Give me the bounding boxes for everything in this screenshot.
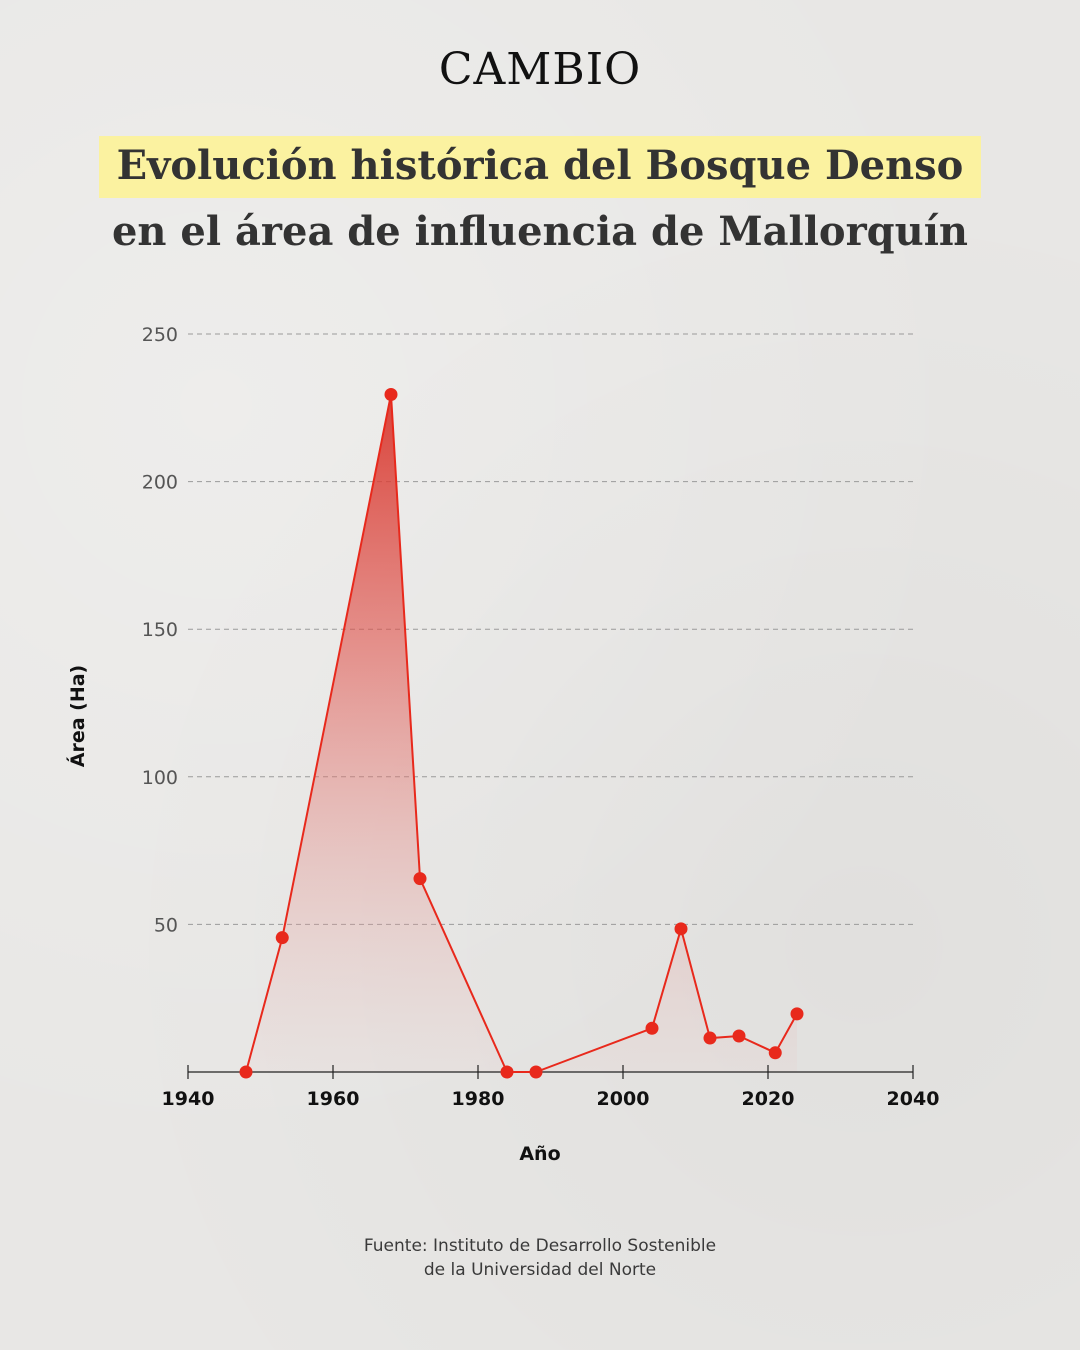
data-point	[413, 872, 427, 886]
data-point	[732, 1029, 746, 1043]
source-line-2: de la Universidad del Norte	[423, 1260, 657, 1280]
data-point	[674, 922, 688, 936]
x-tick-label: 1980	[452, 1088, 505, 1110]
y-tick-label: 100	[142, 767, 178, 789]
grid-lines: 50 100 150 200 250	[142, 324, 913, 936]
data-points	[239, 388, 804, 1079]
x-tick-label: 2000	[597, 1088, 650, 1110]
data-point	[703, 1031, 717, 1045]
series-line	[245, 393, 798, 1073]
area-fill-layer	[246, 394, 797, 1072]
data-point	[384, 388, 398, 402]
title-line-1: Evolución histórica del Bosque Denso	[98, 136, 982, 198]
title-line-2: en el área de influencia de Mallorquín	[111, 208, 969, 255]
y-tick-label: 150	[142, 619, 178, 641]
data-point	[275, 931, 289, 945]
data-point	[500, 1065, 514, 1079]
x-tick-label: 1940	[162, 1088, 215, 1110]
brand-logo: CAMBIO	[438, 44, 642, 95]
data-point	[768, 1046, 782, 1060]
x-tick-label: 2040	[887, 1088, 940, 1110]
y-tick-label: 50	[154, 914, 178, 936]
x-axis-label: Año	[519, 1143, 560, 1165]
chart-title: Evolución histórica del Bosque Denso en …	[0, 136, 1080, 258]
data-point	[239, 1065, 253, 1079]
series-line-layer	[245, 393, 798, 1073]
source-line-1: Fuente: Instituto de Desarrollo Sostenib…	[363, 1236, 717, 1256]
y-axis-label: Área (Ha)	[66, 665, 89, 768]
y-tick-label: 250	[142, 324, 178, 346]
x-tick-label: 1960	[307, 1088, 360, 1110]
x-axis: 1940 1960 1980 2000 2020 2040	[162, 1065, 940, 1110]
y-tick-label: 200	[142, 472, 178, 494]
source-note: Fuente: Instituto de Desarrollo Sostenib…	[0, 1234, 1080, 1282]
x-tick-label: 2020	[742, 1088, 795, 1110]
data-point	[645, 1021, 659, 1035]
area-fill	[246, 394, 797, 1072]
data-point	[529, 1065, 543, 1079]
data-point	[790, 1007, 804, 1021]
